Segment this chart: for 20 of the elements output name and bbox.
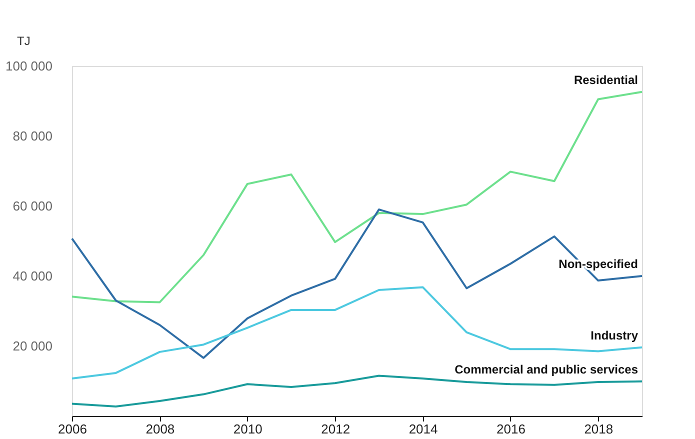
x-tick-label: 2006: [58, 422, 87, 436]
x-tick-label: 2018: [584, 422, 614, 436]
y-tick-label: 100 000: [6, 58, 52, 74]
line-series: [71, 208, 643, 359]
line-series: [71, 90, 643, 304]
series-label: Commercial and public services: [454, 362, 638, 376]
x-tick-label: 2012: [321, 422, 350, 436]
x-tick-label: 2016: [496, 422, 526, 436]
line-series: [71, 374, 643, 408]
y-tick-label: 60 000: [12, 198, 52, 214]
series-label: Industry: [590, 328, 638, 342]
x-tick-label: 2010: [233, 422, 262, 436]
x-tick-label: 2014: [408, 422, 438, 436]
line-series: [71, 286, 643, 380]
y-tick-label: 20 000: [12, 338, 52, 354]
series-label: Residential: [574, 72, 638, 87]
y-tick-label: 40 000: [12, 268, 52, 284]
x-tick-label: 2008: [146, 422, 175, 436]
y-axis-title: TJ: [17, 34, 30, 48]
y-tick-label: 80 000: [12, 128, 52, 144]
